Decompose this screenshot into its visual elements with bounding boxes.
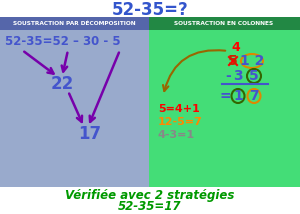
Text: 7: 7 bbox=[249, 89, 259, 103]
Text: 4: 4 bbox=[232, 40, 240, 54]
Text: 52-35=17: 52-35=17 bbox=[118, 201, 182, 214]
Text: 1 2: 1 2 bbox=[240, 54, 264, 68]
Text: 5: 5 bbox=[228, 54, 238, 68]
Text: SOUSTRACTION EN COLONNES: SOUSTRACTION EN COLONNES bbox=[174, 21, 274, 26]
Text: 1: 1 bbox=[233, 89, 243, 103]
Bar bbox=[0, 17, 149, 30]
Bar bbox=[149, 17, 300, 187]
Bar bbox=[0, 17, 149, 187]
Text: 52-35=?: 52-35=? bbox=[112, 1, 188, 19]
Text: 12-5=7: 12-5=7 bbox=[158, 117, 203, 127]
Text: =: = bbox=[219, 89, 231, 103]
Text: 52-35=52 – 30 - 5: 52-35=52 – 30 - 5 bbox=[5, 34, 121, 48]
Text: 17: 17 bbox=[78, 125, 102, 143]
Text: -: - bbox=[225, 69, 231, 83]
Text: Vérifiée avec 2 stratégies: Vérifiée avec 2 stratégies bbox=[65, 189, 235, 202]
Text: 5=4+1: 5=4+1 bbox=[158, 104, 200, 114]
Bar bbox=[149, 17, 300, 30]
Text: 5: 5 bbox=[249, 69, 259, 83]
Text: 3: 3 bbox=[233, 69, 243, 83]
Text: 22: 22 bbox=[50, 75, 74, 93]
Text: 4-3=1: 4-3=1 bbox=[158, 130, 195, 140]
Text: SOUSTRACTION PAR DÉCOMPOSITION: SOUSTRACTION PAR DÉCOMPOSITION bbox=[13, 21, 135, 26]
